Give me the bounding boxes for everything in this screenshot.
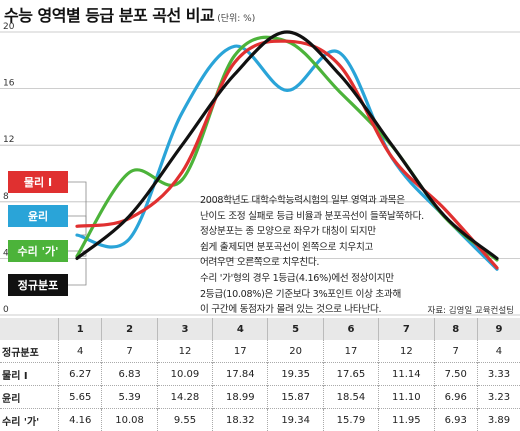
table-cell: 9.55 xyxy=(157,409,212,431)
annotation-line: 2등급(10.08%)은 기준보다 3%포인트 이상 초과해 xyxy=(200,287,422,303)
legend-math-ga: 수리 '가' xyxy=(8,240,68,262)
table-cell: 15.87 xyxy=(268,386,323,409)
annotation-line: 이 구간에 동점자가 몰려 있는 것으로 나타난다. xyxy=(200,302,422,318)
grade-header: 3 xyxy=(157,318,212,340)
table-cell: 10.09 xyxy=(157,363,212,386)
table-cell: 19.35 xyxy=(268,363,323,386)
table-cell: 17 xyxy=(213,340,268,363)
row-label: 정규분포 xyxy=(0,340,59,363)
table-row: 수리 '가' 4.16 10.08 9.55 18.32 19.34 15.79… xyxy=(0,409,520,431)
table-row: 윤리 5.65 5.39 14.28 18.99 15.87 18.54 11.… xyxy=(0,386,520,409)
grade-header: 2 xyxy=(102,318,157,340)
table-cell: 15.79 xyxy=(323,409,378,431)
table-cell: 19.34 xyxy=(268,409,323,431)
grade-header: 9 xyxy=(477,318,520,340)
table-cell: 20 xyxy=(268,340,323,363)
y-tick-label: 12 xyxy=(3,135,14,145)
table-cell: 4 xyxy=(59,340,102,363)
table-cell: 3.33 xyxy=(477,363,520,386)
table-cell: 11.95 xyxy=(379,409,434,431)
annotation-line: 어려우면 오른쪽으로 치우친다. xyxy=(200,255,422,271)
legend-physics: 물리 I xyxy=(8,171,68,193)
data-table: 1 2 3 4 5 6 7 8 9 정규분포 4 7 12 17 20 17 1… xyxy=(0,318,520,431)
table-cell: 5.39 xyxy=(102,386,157,409)
table-cell: 17.65 xyxy=(323,363,378,386)
y-tick-label: 16 xyxy=(3,79,15,89)
table-row: 물리 I 6.27 6.83 10.09 17.84 19.35 17.65 1… xyxy=(0,363,520,386)
table-cell: 18.99 xyxy=(213,386,268,409)
y-tick-label: 8 xyxy=(3,192,9,202)
table-cell: 11.10 xyxy=(379,386,434,409)
annotation-line: 2008학년도 대학수학능력시험의 일부 영역과 과목은 xyxy=(200,193,422,209)
grade-header: 6 xyxy=(323,318,378,340)
table-cell: 12 xyxy=(157,340,212,363)
grade-header: 1 xyxy=(59,318,102,340)
legend-connector xyxy=(68,182,86,226)
table-row: 정규분포 4 7 12 17 20 17 12 7 4 xyxy=(0,340,520,363)
grade-header: 5 xyxy=(268,318,323,340)
legend-ethics-label: 윤리 xyxy=(28,208,48,224)
row-label: 물리 I xyxy=(0,363,59,386)
annotation-line: 쉽게 출제되면 분포곡선이 왼쪽으로 치우치고 xyxy=(200,240,422,256)
row-label: 윤리 xyxy=(0,386,59,409)
table-cell: 7 xyxy=(434,340,477,363)
table-cell: 14.28 xyxy=(157,386,212,409)
table-cell: 6.83 xyxy=(102,363,157,386)
table-cell: 4.16 xyxy=(59,409,102,431)
source-note: 자료: 김영일 교육컨설팅 xyxy=(428,304,514,316)
table-cell: 12 xyxy=(379,340,434,363)
table-cell: 5.65 xyxy=(59,386,102,409)
legend-math-ga-label: 수리 '가' xyxy=(18,243,59,259)
table-cell: 4 xyxy=(477,340,520,363)
table-cell: 3.23 xyxy=(477,386,520,409)
grade-header: 7 xyxy=(379,318,434,340)
table-cell: 7.50 xyxy=(434,363,477,386)
table-cell: 10.08 xyxy=(102,409,157,431)
legend-normal-label: 정규분포 xyxy=(18,277,58,293)
chart-title: 수능 영역별 등급 분포 곡선 비교 xyxy=(4,6,214,25)
table-cell: 6.96 xyxy=(434,386,477,409)
table-cell: 18.32 xyxy=(213,409,268,431)
table-corner xyxy=(0,318,59,340)
table-cell: 17 xyxy=(323,340,378,363)
legend-normal: 정규분포 xyxy=(8,274,68,296)
y-tick-label: 0 xyxy=(3,305,9,315)
annotation-line: 정상분포는 종 모양으로 좌우가 대칭이 되지만 xyxy=(200,224,422,240)
table-cell: 18.54 xyxy=(323,386,378,409)
annotation-text: 2008학년도 대학수학능력시험의 일부 영역과 과목은 난이도 조정 실패로 … xyxy=(200,193,422,318)
table-cell: 17.84 xyxy=(213,363,268,386)
legend-physics-label: 물리 I xyxy=(24,174,52,190)
table-cell: 6.93 xyxy=(434,409,477,431)
chart-title-area: 수능 영역별 등급 분포 곡선 비교(단위: %) xyxy=(4,2,255,24)
table-cell: 3.89 xyxy=(477,409,520,431)
unit-label: (단위: %) xyxy=(217,14,255,24)
table-cell: 7 xyxy=(102,340,157,363)
row-label: 수리 '가' xyxy=(0,409,59,431)
legend-ethics: 윤리 xyxy=(8,205,68,227)
table-header-row: 1 2 3 4 5 6 7 8 9 xyxy=(0,318,520,340)
table-cell: 11.14 xyxy=(379,363,434,386)
annotation-line: 난이도 조정 실패로 등급 비율과 분포곡선이 들쭉날쭉하다. xyxy=(200,209,422,225)
grade-header: 8 xyxy=(434,318,477,340)
annotation-line: 수리 '가'형의 경우 1등급(4.16%)에선 정상이지만 xyxy=(200,271,422,287)
table-cell: 6.27 xyxy=(59,363,102,386)
legend-connector xyxy=(68,258,86,285)
grade-header: 4 xyxy=(213,318,268,340)
